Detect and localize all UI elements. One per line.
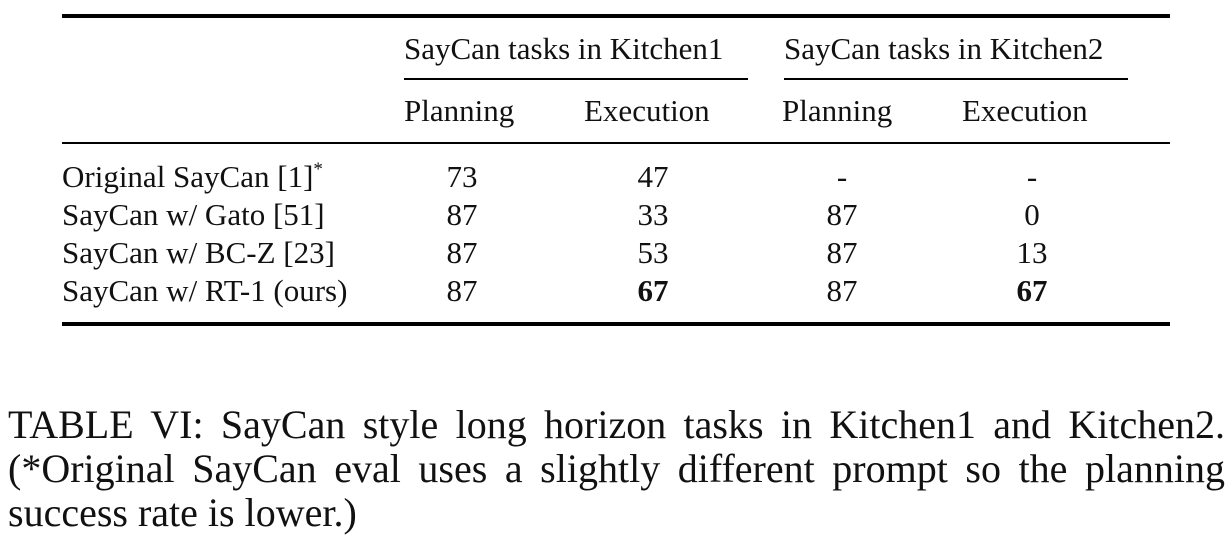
- row-label: SayCan w/ RT-1 (ours): [62, 272, 347, 310]
- table-cell: 53: [637, 235, 669, 270]
- group-rule-kitchen2: [784, 78, 1128, 80]
- table-cell: 73: [446, 159, 478, 194]
- group-rule-kitchen1: [404, 78, 748, 80]
- row-label-text: SayCan w/ BC-Z [23]: [62, 235, 335, 270]
- table-cell: -: [1026, 159, 1038, 194]
- row-label: Original SayCan [1]*: [62, 158, 323, 201]
- table-cell: 0: [1024, 197, 1040, 232]
- column-header-planning-kitchen1: Planning: [404, 93, 515, 128]
- column-header-execution-kitchen2: Execution: [962, 93, 1088, 128]
- table-cell: 87: [826, 235, 858, 270]
- row-label: SayCan w/ BC-Z [23]: [62, 234, 335, 272]
- table-bottom-rule: [62, 322, 1170, 326]
- column-header-planning-kitchen2: Planning: [782, 93, 893, 128]
- table-header-rule: [62, 142, 1170, 144]
- table-top-rule: [62, 14, 1170, 18]
- table-cell: 47: [637, 159, 669, 194]
- group-header-kitchen1: SayCan tasks in Kitchen1: [404, 31, 724, 66]
- table-cell: -: [836, 159, 848, 194]
- group-header-kitchen2: SayCan tasks in Kitchen2: [784, 31, 1104, 66]
- table-caption: TABLE VI: SayCan style long horizon task…: [8, 402, 1225, 535]
- table-cell: 87: [446, 197, 478, 232]
- footnote-marker: *: [313, 159, 323, 180]
- row-label-text: SayCan w/ RT-1 (ours): [62, 273, 348, 308]
- table-cell: 87: [446, 273, 478, 308]
- table-cell: 13: [1016, 235, 1048, 270]
- table-cell: 67: [637, 273, 669, 308]
- row-label: SayCan w/ Gato [51]: [62, 196, 325, 234]
- table-cell: 87: [826, 197, 858, 232]
- row-label-text: SayCan w/ Gato [51]: [62, 197, 325, 232]
- row-label-text: Original SayCan [1]: [62, 159, 314, 194]
- table-cell: 67: [1016, 273, 1048, 308]
- table-cell: 87: [826, 273, 858, 308]
- table-cell: 87: [446, 235, 478, 270]
- table-cell: 33: [637, 197, 669, 232]
- column-header-execution-kitchen1: Execution: [584, 93, 710, 128]
